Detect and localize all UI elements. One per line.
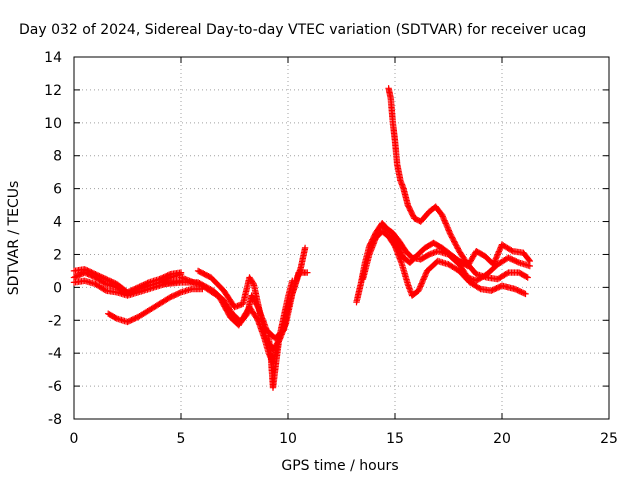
data-point bbox=[523, 273, 530, 280]
data-point bbox=[289, 277, 296, 284]
data-point bbox=[508, 247, 515, 254]
series-track-3 bbox=[70, 277, 185, 299]
data-point bbox=[304, 269, 311, 276]
x-tick-label: 5 bbox=[177, 431, 186, 447]
plot-area bbox=[70, 85, 533, 391]
data-point bbox=[415, 287, 422, 294]
y-tick-label: 6 bbox=[53, 182, 62, 198]
data-point bbox=[476, 285, 483, 292]
x-tick-label: 20 bbox=[493, 431, 511, 447]
data-point bbox=[522, 290, 529, 298]
y-tick-label: -4 bbox=[48, 346, 62, 362]
x-axis-label: GPS time / hours bbox=[281, 458, 398, 474]
series-track-8 bbox=[265, 277, 296, 391]
y-tick-label: -6 bbox=[48, 379, 62, 395]
data-point bbox=[449, 235, 456, 242]
data-point bbox=[490, 261, 497, 268]
data-point bbox=[495, 248, 503, 255]
y-tick-label: 0 bbox=[53, 280, 62, 296]
y-tick-label: -2 bbox=[48, 313, 62, 329]
y-tick-label: -8 bbox=[48, 412, 62, 428]
x-tick-label: 0 bbox=[70, 431, 79, 447]
series-track-4 bbox=[105, 285, 206, 326]
data-point bbox=[420, 274, 428, 282]
y-tick-label: 2 bbox=[53, 247, 62, 263]
x-tick-label: 10 bbox=[279, 431, 297, 447]
data-point bbox=[524, 274, 531, 281]
series-track-11 bbox=[385, 85, 531, 283]
plot-frame bbox=[73, 56, 610, 420]
y-tick-label: 14 bbox=[44, 50, 62, 66]
data-point bbox=[101, 280, 108, 287]
y-axis-label: SDTVAR / TECUs bbox=[6, 181, 22, 296]
y-tick-label: 4 bbox=[53, 215, 62, 231]
axes: 0 5 10 15 20 25 -8 -6 -4 -2 0 2 4 6 8 10 12 14 bbox=[44, 50, 618, 447]
data-point bbox=[454, 245, 461, 252]
x-tick-label: 25 bbox=[600, 431, 618, 447]
data-point bbox=[301, 244, 309, 252]
x-tick-label: 15 bbox=[386, 431, 404, 447]
data-point bbox=[503, 270, 511, 277]
data-point bbox=[249, 279, 257, 286]
chart-title: Day 032 of 2024, Sidereal Day-to-day VTE… bbox=[19, 22, 586, 38]
data-point bbox=[101, 286, 108, 293]
data-point bbox=[526, 257, 533, 265]
data-point bbox=[451, 239, 459, 247]
y-tick-label: 12 bbox=[44, 83, 62, 99]
data-point bbox=[442, 220, 449, 227]
y-tick-label: 10 bbox=[44, 116, 62, 132]
series-track-12 bbox=[381, 224, 533, 270]
data-point bbox=[447, 231, 454, 238]
data-point bbox=[452, 241, 459, 248]
y-tick-label: 8 bbox=[53, 149, 62, 165]
data-point bbox=[525, 256, 533, 264]
